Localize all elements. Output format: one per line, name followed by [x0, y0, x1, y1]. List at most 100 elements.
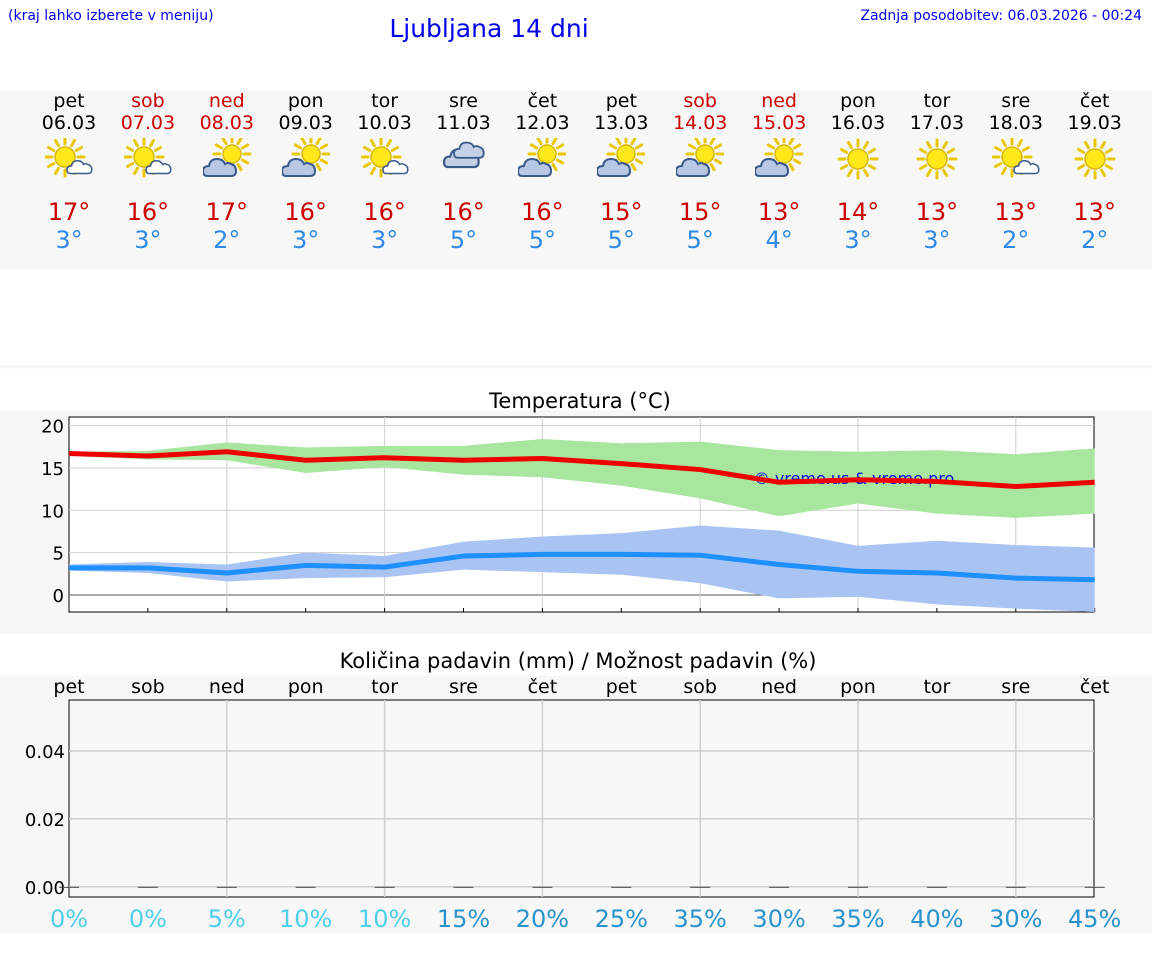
- y-tick-label: 0: [53, 586, 64, 607]
- temp-max: 16°: [363, 198, 406, 226]
- temp-max: 17°: [205, 198, 249, 226]
- temp-max: 15°: [600, 198, 643, 226]
- temperature-chart-title: Temperatura (°C): [488, 389, 671, 413]
- sun-cloud-icon: [991, 136, 1040, 180]
- day-name: sob: [131, 90, 165, 112]
- last-updated: Zadnja posodobitev: 06.03.2026 - 00:24: [860, 8, 1142, 24]
- cloud-sun-icon: [280, 134, 331, 180]
- day-name: ned: [208, 90, 245, 112]
- day-date: 19.03: [1067, 112, 1122, 134]
- day-date: 07.03: [120, 112, 176, 134]
- precipitation-bar: [216, 886, 237, 888]
- day-date: 13.03: [594, 112, 649, 134]
- page-title: Ljubljana 14 dni: [389, 14, 589, 43]
- temp-min: 3°: [134, 226, 162, 254]
- day-date: 10.03: [357, 112, 412, 134]
- cloud-sun-icon: [201, 134, 252, 180]
- y-tick-label: 0.02: [25, 810, 65, 831]
- temp-max: 16°: [284, 198, 327, 226]
- precipitation-bar: [532, 886, 553, 888]
- temp-min: 2°: [1081, 226, 1109, 254]
- day-date: 09.03: [278, 112, 333, 134]
- temp-max: 13°: [915, 198, 959, 226]
- cloud-sun-icon: [517, 134, 567, 180]
- day-label: pon: [288, 676, 324, 698]
- y-tick-label: 0.00: [25, 878, 65, 899]
- day-label: pon: [840, 676, 876, 698]
- min-range-band: [69, 525, 1095, 612]
- min-temperature-line: [69, 551, 1095, 583]
- precipitation-probability: 45%: [1068, 905, 1121, 933]
- precipitation-bar: [453, 886, 474, 888]
- temp-max: 16°: [442, 198, 485, 226]
- day-name: sob: [683, 90, 717, 112]
- cloud-sun-icon: [754, 134, 804, 180]
- day-label: sob: [131, 676, 165, 698]
- day-date: 18.03: [988, 112, 1043, 134]
- sun-icon: [1071, 138, 1119, 180]
- precipitation-probability: 15%: [437, 905, 490, 933]
- day-date: 14.03: [672, 112, 728, 134]
- day-label: sre: [449, 676, 478, 698]
- precipitation-bar: [1005, 886, 1026, 888]
- day-label: sob: [683, 676, 717, 698]
- day-name: čet: [1079, 90, 1110, 112]
- precipitation-probability: 30%: [752, 905, 805, 933]
- sun-cloud-icon: [360, 136, 409, 180]
- day-name: sre: [1001, 90, 1031, 112]
- sun-icon: [834, 138, 882, 180]
- temp-max: 13°: [757, 198, 801, 226]
- cloud-sun-icon: [675, 134, 725, 180]
- temp-max: 16°: [521, 198, 564, 226]
- separator: [0, 365, 1152, 369]
- y-tick-label: 10: [41, 501, 64, 522]
- precipitation-bar: [848, 886, 868, 888]
- day-date: 15.03: [751, 112, 807, 134]
- plot-area: [68, 699, 1095, 898]
- day-label: čet: [528, 676, 558, 698]
- day-date: 16.03: [830, 112, 886, 134]
- precipitation-bar: [690, 886, 711, 888]
- location-hint: (kraj lahko izberete v meniju): [8, 8, 214, 24]
- precipitation-probability: 0%: [50, 905, 88, 933]
- temp-min: 4°: [765, 226, 793, 254]
- day-label: tor: [371, 676, 398, 698]
- day-name: čet: [527, 90, 558, 112]
- temp-min: 3°: [55, 226, 83, 254]
- day-label: tor: [923, 676, 950, 698]
- precipitation-chart-title: Količina padavin (mm) / Možnost padavin …: [340, 649, 817, 673]
- day-name: tor: [371, 90, 399, 112]
- temp-max: 14°: [836, 198, 880, 226]
- y-tick-label: 0.04: [25, 742, 65, 763]
- precipitation-bar: [611, 886, 632, 888]
- precipitation-probability: 30%: [989, 905, 1042, 933]
- temp-min: 5°: [686, 226, 714, 254]
- temp-min: 3°: [923, 226, 951, 254]
- day-name: sre: [449, 90, 478, 112]
- sun-cloud-icon: [44, 136, 93, 180]
- day-name: pon: [840, 90, 876, 112]
- temp-max: 13°: [1073, 198, 1116, 226]
- temp-min: 5°: [607, 226, 635, 254]
- day-name: pet: [605, 90, 637, 112]
- precipitation-bar: [295, 886, 316, 888]
- day-label: sre: [1001, 676, 1030, 698]
- day-label: ned: [761, 676, 797, 698]
- precipitation-bar: [769, 886, 790, 888]
- day-date: 17.03: [909, 112, 965, 134]
- day-date: 12.03: [515, 112, 570, 134]
- forecast-strip: [0, 90, 1152, 270]
- precipitation-chart: Količina padavin (mm) / Možnost padavin …: [25, 649, 1121, 933]
- y-tick-label: 20: [41, 416, 64, 437]
- precipitation-probability: 5%: [208, 905, 246, 933]
- max-temperature-line: [68, 449, 1095, 490]
- temp-min: 3°: [370, 226, 399, 254]
- precipitation-bar: [137, 886, 158, 888]
- temp-max: 17°: [47, 198, 91, 226]
- precipitation-probability: 40%: [910, 905, 963, 933]
- precipitation-probability: 10%: [279, 905, 332, 933]
- temp-max: 15°: [678, 198, 722, 226]
- day-date: 06.03: [41, 112, 97, 134]
- day-label: ned: [209, 676, 245, 698]
